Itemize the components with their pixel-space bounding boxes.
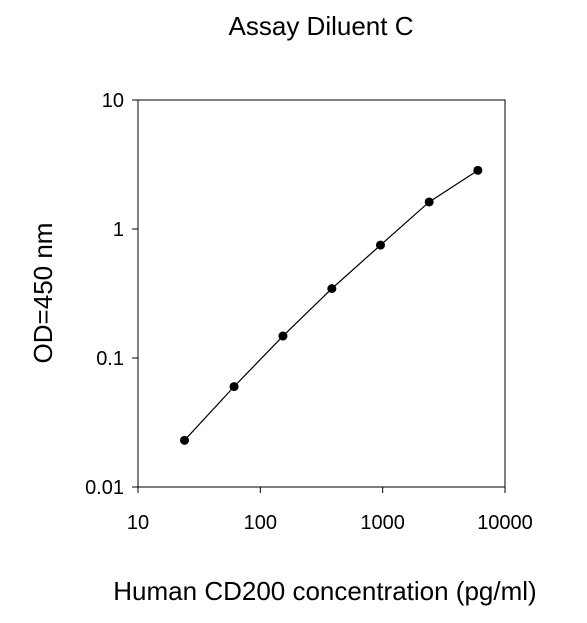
- series-line: [184, 169, 479, 441]
- data-point: [278, 331, 288, 341]
- data-point: [424, 197, 434, 207]
- x-axis-ticks: [137, 487, 506, 493]
- x-tick-label: 10000: [477, 512, 533, 534]
- y-tick-label: 1: [113, 219, 124, 241]
- data-point: [327, 284, 337, 294]
- chart-title: Assay Diluent C: [229, 11, 414, 41]
- x-axis-title: Human CD200 concentration (pg/ml): [113, 576, 536, 606]
- y-axis-tick-labels: 0.01 0.1 1 10: [85, 90, 124, 499]
- data-point: [473, 165, 483, 175]
- data-point: [375, 240, 385, 250]
- y-tick-label: 0.01: [85, 477, 124, 499]
- y-tick-label: 10: [102, 90, 124, 112]
- x-tick-label: 10: [127, 512, 149, 534]
- data-series: [180, 165, 483, 445]
- x-tick-label: 1000: [360, 512, 405, 534]
- plot-frame: [137, 99, 506, 488]
- y-tick-label: 0.1: [96, 348, 124, 370]
- y-axis-title: OD=450 nm: [28, 223, 58, 364]
- data-point: [180, 435, 190, 445]
- data-point: [229, 382, 239, 392]
- y-axis-ticks: [132, 99, 138, 488]
- x-tick-label: 100: [244, 512, 277, 534]
- x-axis-tick-labels: 10 100 1000 10000: [127, 512, 533, 534]
